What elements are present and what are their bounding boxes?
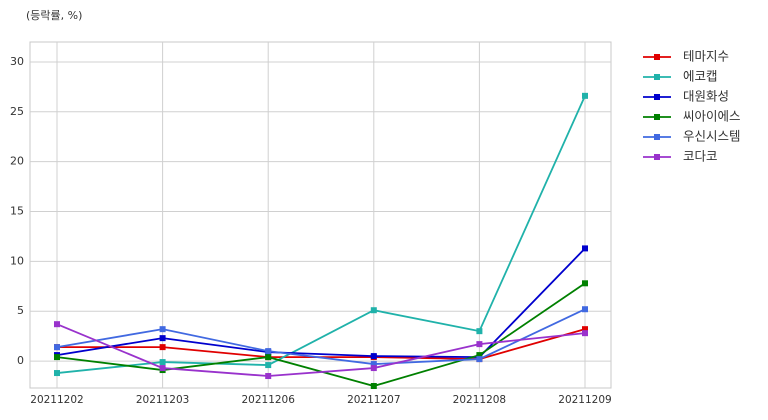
legend-marker — [654, 94, 660, 100]
series-line — [56, 323, 586, 377]
x-tick-label: 20211206 — [241, 394, 295, 406]
point — [265, 348, 272, 355]
point — [582, 245, 588, 252]
legend-marker — [654, 54, 660, 60]
y-tick-label: 5 — [17, 304, 24, 317]
x-tick-label: 20211207 — [347, 394, 400, 406]
point — [159, 335, 166, 342]
legend-label: 대원화성 — [683, 89, 729, 104]
legend-label: 우신시스템 — [683, 129, 741, 144]
point — [370, 307, 377, 314]
y-tick-label: 10 — [10, 254, 24, 267]
legend-marker — [654, 114, 660, 120]
x-tick-label: 20211208 — [453, 394, 506, 406]
point — [370, 383, 377, 390]
y-tick-label: 15 — [10, 205, 24, 218]
series-line — [56, 282, 586, 387]
series-line — [56, 95, 586, 374]
point — [159, 365, 166, 372]
point — [476, 341, 483, 348]
point — [265, 373, 272, 380]
point — [582, 280, 588, 287]
legend-marker — [654, 74, 660, 80]
point — [265, 354, 272, 361]
point — [54, 321, 60, 328]
point — [370, 353, 377, 360]
legend-marker — [654, 154, 660, 160]
point — [159, 344, 166, 351]
y-axis-label: (등락률, %) — [26, 9, 82, 22]
point — [582, 92, 588, 99]
point — [582, 330, 588, 337]
x-tick-label: 20211209 — [558, 394, 611, 406]
y-tick-label: 30 — [10, 55, 24, 68]
legend-label: 씨아이에스 — [683, 109, 741, 124]
point — [476, 328, 483, 335]
point — [476, 356, 483, 363]
legend-label: 에코캡 — [683, 69, 718, 84]
y-tick-label: 0 — [17, 354, 24, 367]
point — [159, 359, 166, 366]
legend-label: 코다코 — [683, 149, 718, 164]
point — [370, 361, 377, 368]
legend-label: 테마지수 — [683, 49, 729, 64]
plot-frame — [29, 41, 612, 389]
legend-marker — [654, 134, 660, 140]
series-line — [56, 247, 586, 358]
point — [54, 354, 60, 361]
y-tick-label: 20 — [10, 155, 24, 168]
point — [582, 306, 588, 313]
point — [265, 362, 272, 369]
point — [159, 326, 166, 333]
x-tick-label: 20211202 — [30, 394, 83, 406]
series-line — [56, 308, 586, 365]
point — [54, 370, 60, 377]
point — [54, 344, 60, 351]
y-tick-label: 25 — [10, 105, 24, 118]
point — [582, 326, 588, 333]
point — [476, 352, 483, 359]
x-tick-label: 20211203 — [136, 394, 189, 406]
point — [370, 365, 377, 372]
